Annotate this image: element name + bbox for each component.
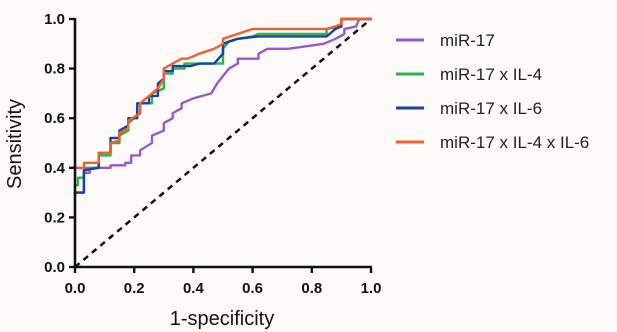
y-axis-title: Sensitivity <box>4 99 26 189</box>
y-tick-label: 0.2 <box>44 209 65 226</box>
series-line-4 <box>73 17 373 169</box>
legend-item: miR-17 <box>396 31 495 50</box>
legend-item: miR-17 x IL-4 x IL-6 <box>396 133 589 152</box>
tick-labels: 0.0 0.2 0.4 0.6 0.8 1.0 0.0 0.2 0.4 0.6 0.8 1.0 <box>44 11 381 297</box>
x-axis-title: 1-specificity <box>170 308 274 330</box>
x-tick-label: 0.6 <box>242 280 263 297</box>
legend-label: miR-17 x IL-4 <box>440 65 542 84</box>
axes <box>69 17 373 273</box>
legend-label: miR-17 x IL-4 x IL-6 <box>440 133 589 152</box>
legend: miR-17 miR-17 x IL-4 miR-17 x IL-6 miR-17 x… <box>396 31 589 152</box>
x-tick-label: 1.0 <box>361 280 382 297</box>
y-tick-label: 0.0 <box>44 259 65 276</box>
reference-diagonal-line <box>74 18 372 268</box>
series-line-1 <box>73 17 373 197</box>
legend-item: miR-17 x IL-6 <box>396 99 542 118</box>
x-tick-label: 0.2 <box>124 280 145 297</box>
y-tick-label: 1.0 <box>44 11 65 28</box>
legend-label: miR-17 <box>440 31 495 50</box>
y-tick-label: 0.8 <box>44 61 65 78</box>
x-tick-label: 0.4 <box>183 280 205 297</box>
x-tick-label: 0.0 <box>65 280 86 297</box>
y-tick-label: 0.4 <box>44 160 66 177</box>
legend-label: miR-17 x IL-6 <box>440 99 542 118</box>
plot-area <box>73 17 373 268</box>
y-tick-label: 0.6 <box>44 110 65 127</box>
legend-item: miR-17 x IL-4 <box>396 65 542 84</box>
x-tick-label: 0.8 <box>301 280 322 297</box>
